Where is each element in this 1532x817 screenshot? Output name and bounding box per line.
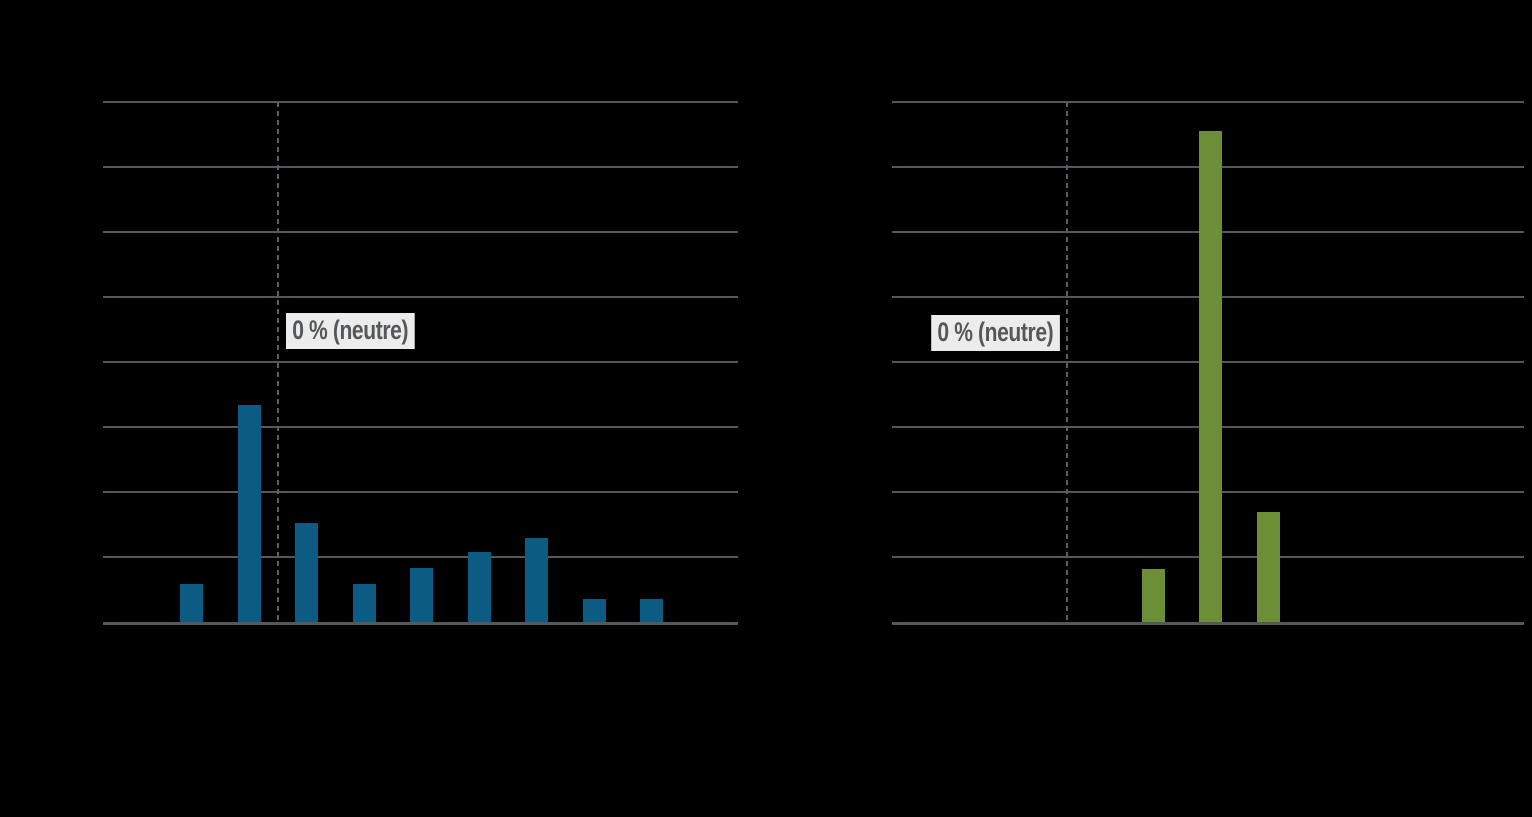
right-bar-category-6 bbox=[1256, 512, 1280, 622]
left-bar-category-6 bbox=[467, 552, 491, 622]
left-bar-category-9 bbox=[640, 599, 664, 622]
right-bar-category-4 bbox=[1141, 568, 1165, 622]
left-bar-category-3 bbox=[295, 522, 319, 622]
horizontal-gridline bbox=[103, 166, 738, 168]
horizontal-gridline bbox=[103, 101, 738, 103]
horizontal-gridline bbox=[892, 101, 1524, 103]
right-chart-plot-area bbox=[892, 101, 1524, 625]
zero-neutral-badge-right: 0 % (neutre) bbox=[931, 315, 1060, 352]
left-bar-category-8 bbox=[582, 599, 606, 622]
left-bar-category-5 bbox=[410, 568, 434, 622]
horizontal-gridline bbox=[103, 231, 738, 233]
zero-dashed-line bbox=[1066, 102, 1068, 622]
horizontal-gridline bbox=[103, 556, 738, 558]
left-bar-category-4 bbox=[352, 584, 376, 622]
horizontal-gridline bbox=[103, 491, 738, 493]
left-bar-category-1 bbox=[180, 584, 203, 622]
horizontal-gridline bbox=[103, 296, 738, 298]
horizontal-gridline bbox=[103, 426, 738, 428]
left-bar-category-7 bbox=[525, 537, 549, 622]
left-chart-plot-area bbox=[103, 101, 738, 625]
horizontal-gridline bbox=[103, 361, 738, 363]
right-bar-category-5 bbox=[1199, 130, 1223, 622]
left-bar-category-2 bbox=[237, 404, 261, 622]
zero-neutral-badge-left: 0 % (neutre) bbox=[286, 313, 415, 350]
zero-dashed-line bbox=[277, 102, 279, 622]
